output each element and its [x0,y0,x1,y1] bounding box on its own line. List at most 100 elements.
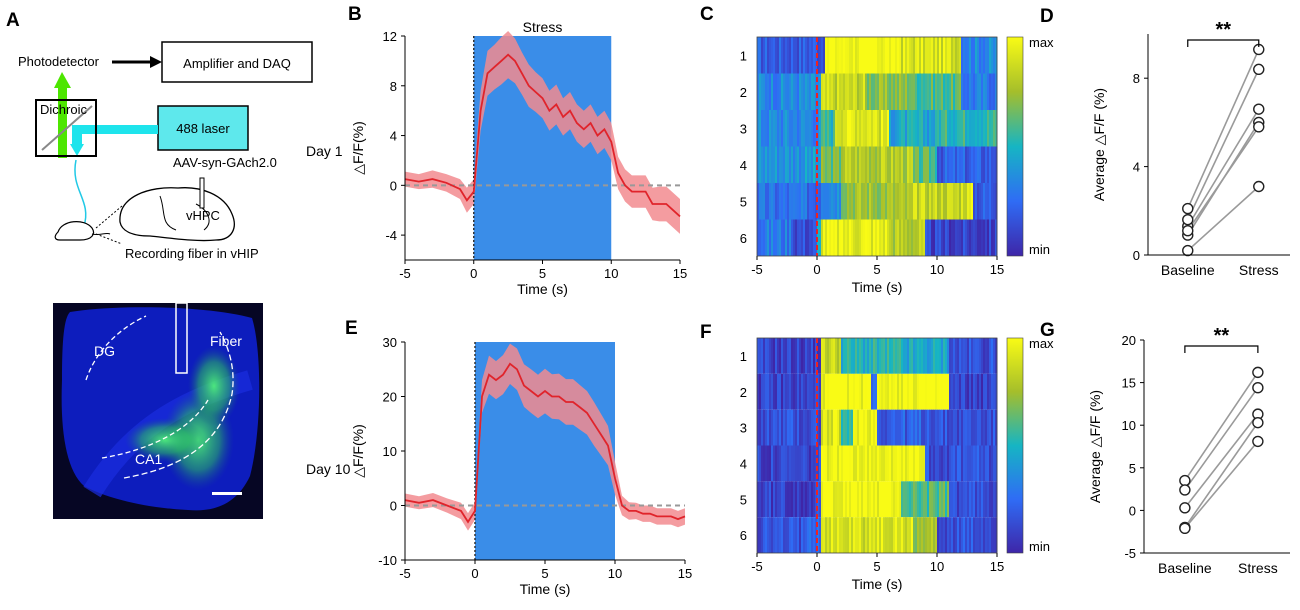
heatmap-cell [859,110,862,147]
y-tick-label: 4 [390,129,397,144]
y-tick-label: 0 [390,499,397,514]
heatmap-cell [865,445,868,482]
heatmap-cell [891,37,894,74]
heatmap-cell [811,373,814,410]
heatmap-cell [813,146,816,183]
heatmap-cell [867,73,870,110]
heatmap-cell [845,183,848,220]
heatmap-cell [875,373,878,410]
heatmap-cell [833,73,836,110]
heatmap-cell [939,409,942,446]
heatmap-cell [865,409,868,446]
heatmap-cell [769,338,772,374]
row-label: 6 [740,231,747,246]
heatmap-cell [813,183,816,220]
heatmap-cell [777,409,780,446]
heatmap-cell [827,73,830,110]
heatmap-cell [957,409,960,446]
heatmap-cell [945,146,948,183]
heatmap-cell [847,409,850,446]
implant-fiber [199,177,205,209]
heatmap-cell [993,73,996,110]
heatmap-cell [951,110,954,147]
heatmap-cell [797,110,800,147]
heatmap-cell [941,219,944,256]
heatmap-cell [765,219,768,256]
heatmap-cell [891,481,894,518]
heatmap-cell [923,409,926,446]
heatmap-cell [983,183,986,220]
heatmap-cell [983,517,986,553]
heatmap-cell [789,219,792,256]
heatmap-cell [937,146,940,183]
heatmap-cell [989,146,992,183]
heatmap-cell [851,373,854,410]
heatmap-cell [949,146,952,183]
heatmap-cell [891,219,894,256]
heatmap-cell [951,219,954,256]
heatmap-cell [825,110,828,147]
heatmap-cell [783,338,786,374]
heatmap-cell [973,73,976,110]
heatmap-cell [805,517,808,553]
heatmap-cell [763,183,766,220]
y-tick-label: 4 [1133,160,1140,175]
heatmap-cell [779,481,782,518]
heatmap-cell [865,183,868,220]
heatmap-cell [833,373,836,410]
heatmap-cell [759,517,762,553]
heatmap-cell [805,219,808,256]
heatmap-cell [921,481,924,518]
heatmap-cell [795,146,798,183]
heatmap-cell [939,37,942,74]
heatmap-cell [981,37,984,74]
heatmap-cell [985,338,988,374]
heatmap-cell [821,373,824,410]
pair-line [1187,69,1260,220]
heatmap-cell [757,37,760,74]
heatmap-cell [823,373,826,410]
heatmap-cell [791,146,794,183]
heatmap-cell [917,445,920,482]
colorbar-max-label: max [1029,35,1054,50]
heatmap-cell [971,146,974,183]
heatmap-cell [761,445,764,482]
heatmap-cell [779,37,782,74]
heatmap-cell [865,338,868,374]
heatmap-cell [965,73,968,110]
heatmap-cell [789,73,792,110]
heatmap-cell [849,37,852,74]
heatmap-cell [789,409,792,446]
heatmap-cell [787,219,790,256]
heatmap-cell [909,338,912,374]
heatmap-cell [977,517,980,553]
stress-point [1253,121,1265,133]
heatmap-cell [987,409,990,446]
significance-label: ** [1215,19,1231,41]
heatmap-cell [909,481,912,518]
heatmap-cell [863,183,866,220]
heatmap-cell [801,183,804,220]
heatmap-cell [851,445,854,482]
heatmap-cell [783,409,786,446]
heatmap-cell [881,517,884,553]
heatmap-cell [765,517,768,553]
heatmap-cell [915,146,918,183]
heatmap-cell [807,409,810,446]
heatmap-cell [883,37,886,74]
heatmap-cell [889,146,892,183]
heatmap-cell [785,373,788,410]
heatmap-cell [979,481,982,518]
heatmap-cell [847,445,850,482]
heatmap-cell [841,445,844,482]
heatmap-cell [957,445,960,482]
x-axis-label: Time (s) [852,576,903,592]
heatmap-cell [811,146,814,183]
heatmap-cell [835,37,838,74]
heatmap-cell [831,409,834,446]
heatmap-cell [923,373,926,410]
x-tick-label: -5 [751,559,763,574]
heatmap-cell [891,110,894,147]
gach-expression-glow-2 [125,418,205,462]
heatmap-cell [763,219,766,256]
